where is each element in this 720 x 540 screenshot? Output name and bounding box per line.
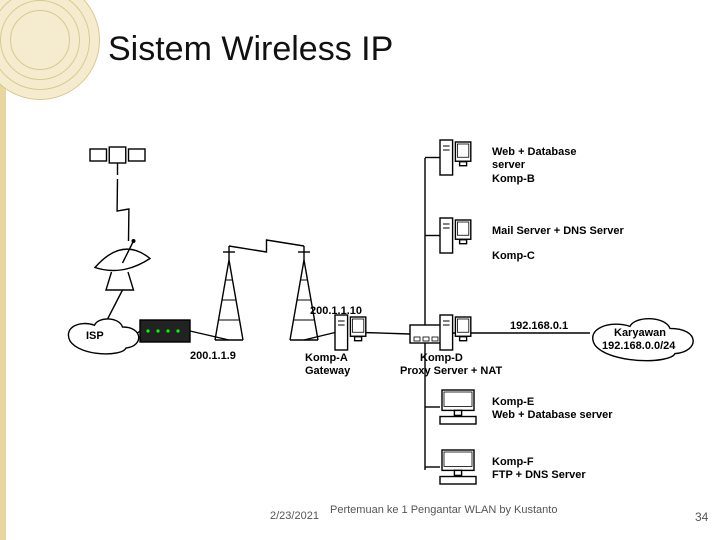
diagram-label: 200.1.1.10 [310, 305, 362, 317]
diagram-label: Web + Database server [492, 409, 613, 421]
diagram-label: 192.168.0.0/24 [602, 340, 675, 352]
diagram-label: Komp-F [492, 456, 534, 468]
diagram-label: Gateway [305, 365, 350, 377]
footer-date: 2/23/2021 [270, 510, 319, 522]
page-number: 34 [695, 510, 708, 524]
diagram-label: Komp-E [492, 396, 534, 408]
diagram-label: FTP + DNS Server [492, 469, 586, 481]
diagram-label: ISP [86, 330, 104, 342]
diagram-label: Komp-A [305, 352, 348, 364]
diagram-label: Karyawan [614, 327, 666, 339]
footer-note: Pertemuan ke 1 Pengantar WLAN by Kustant… [330, 504, 570, 516]
diagram-label: Web + Database [492, 146, 576, 158]
diagram-label: server [492, 159, 525, 171]
network-diagram [0, 0, 720, 540]
diagram-label: Komp-B [492, 173, 535, 185]
diagram-label: Komp-C [492, 250, 535, 262]
diagram-label: 192.168.0.1 [510, 320, 568, 332]
diagram-label: 200.1.1.9 [190, 350, 236, 362]
diagram-label: Proxy Server + NAT [400, 365, 502, 377]
diagram-label: Komp-D [420, 352, 463, 364]
diagram-label: Mail Server + DNS Server [492, 225, 624, 237]
